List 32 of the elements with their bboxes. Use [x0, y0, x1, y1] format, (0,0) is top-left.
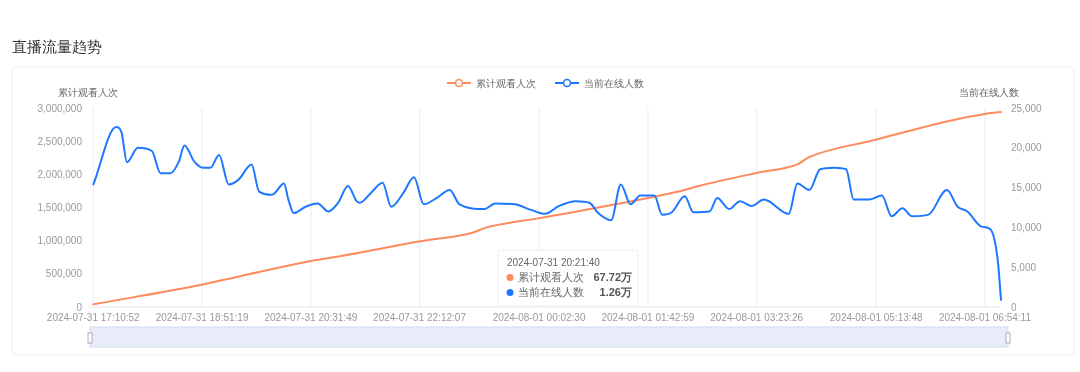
- y-tick-label: 1,500,000: [37, 202, 83, 213]
- x-tick-label: 2024-07-31 18:51:19: [155, 312, 249, 323]
- y2-tick-label: 10,000: [1011, 221, 1043, 233]
- y2-tick-label: 0: [1011, 301, 1017, 313]
- legend-label: 累计观看人次: [476, 78, 536, 89]
- y2-tick-label: 15,000: [1011, 182, 1043, 194]
- y-tick-label: 0: [76, 301, 83, 313]
- y2-tick-label: 5,000: [1011, 261, 1037, 273]
- y-tick-label: 2,000,000: [37, 168, 83, 180]
- annotation: 当前在线人数: [518, 286, 584, 298]
- annotation: 累计观看人次: [518, 271, 584, 283]
- y2-axis-title: 当前在线人数: [959, 87, 1019, 98]
- y-tick-label: 500,000: [45, 268, 83, 280]
- y2-tick-label: 20,000: [1011, 142, 1043, 154]
- y-tick-label: 3,000,000: [37, 102, 83, 114]
- x-tick-label: 2024-07-31 22:12:07: [373, 312, 467, 323]
- chart-title: 直播流量趋势: [12, 38, 102, 55]
- x-tick-label: 2024-07-31 17:10:52: [46, 312, 141, 323]
- y-axis-title: 累计观看人次: [58, 87, 118, 98]
- y-tick-label: 2,500,000: [37, 135, 83, 147]
- annotation: 67.72万: [593, 271, 632, 283]
- annotation: 2024-07-31 20:21:40: [507, 257, 601, 268]
- legend-label: 当前在线人数: [584, 78, 644, 89]
- y2-tick-label: 25,000: [1011, 102, 1043, 114]
- x-tick-label: 2024-08-01 01:42:59: [601, 312, 695, 323]
- y-tick-label: 1,000,000: [37, 235, 83, 247]
- x-tick-label: 2024-08-01 06:54:11: [938, 312, 1032, 323]
- annotation: 1.26万: [599, 286, 632, 298]
- x-tick-label: 2024-08-01 00:02:30: [492, 312, 586, 323]
- x-tick-label: 2024-08-01 05:13:48: [829, 312, 924, 323]
- x-tick-label: 2024-08-01 03:23:26: [710, 312, 804, 323]
- x-tick-label: 2024-07-31 20:31:49: [264, 312, 358, 323]
